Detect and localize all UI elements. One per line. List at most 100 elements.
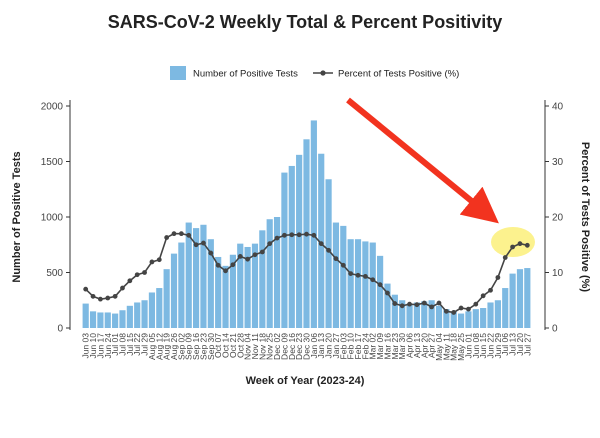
- bar: [229, 254, 236, 328]
- bar: [141, 300, 148, 328]
- bar: [428, 300, 435, 328]
- annotation-arrow: [346, 97, 499, 224]
- bar: [377, 255, 384, 328]
- x-tick-label: Dec 23: [294, 333, 304, 360]
- x-tick-label: May 11: [441, 333, 451, 361]
- bar: [215, 256, 222, 328]
- bar: [237, 243, 244, 328]
- x-tick-label: Mar 16: [382, 333, 392, 360]
- x-tick-label: Jun 15: [478, 333, 488, 359]
- bar: [244, 246, 251, 328]
- point: [510, 244, 515, 250]
- bar: [192, 228, 200, 328]
- plot-area: [82, 120, 531, 329]
- x-tick-label: Nov 18: [257, 333, 267, 360]
- point: [156, 257, 162, 263]
- bar: [126, 305, 133, 328]
- bar: [97, 312, 104, 328]
- x-tick-label: Sep 16: [191, 333, 201, 360]
- point: [208, 250, 214, 256]
- y2-tick-label: 0: [552, 324, 558, 335]
- bar: [406, 303, 413, 328]
- x-tick-label: May 18: [449, 333, 459, 361]
- point: [142, 270, 147, 275]
- bar: [450, 311, 457, 328]
- point: [274, 235, 280, 241]
- point: [488, 287, 493, 293]
- bar: [259, 230, 266, 328]
- point: [377, 282, 383, 288]
- x-tick-label: Aug 26: [169, 333, 179, 360]
- bar: [325, 179, 332, 328]
- point: [517, 241, 523, 247]
- x-tick-label: Jun 08: [471, 333, 481, 359]
- x-tick-label: Oct 21: [228, 333, 238, 358]
- point: [230, 262, 236, 268]
- x-tick-label: Aug 05: [147, 333, 157, 360]
- x-tick-label: Jun 10: [88, 333, 98, 359]
- x-tick-label: Nov 04: [243, 333, 253, 360]
- y2-tick-label: 30: [552, 157, 564, 168]
- bar: [148, 292, 156, 328]
- x-tick-label: Oct 28: [235, 333, 245, 358]
- bar: [200, 224, 207, 328]
- x-tick-label: Jan 27: [331, 333, 341, 359]
- point: [362, 273, 368, 279]
- bar: [480, 308, 487, 328]
- bar: [170, 253, 178, 328]
- point: [98, 296, 103, 302]
- bar: [465, 311, 472, 328]
- chart-title: SARS-CoV-2 Weekly Total & Percent Positi…: [108, 12, 502, 32]
- bar: [413, 302, 421, 328]
- y-tick-label: 0: [57, 324, 63, 335]
- point: [473, 301, 479, 307]
- point: [436, 300, 442, 306]
- x-tick-label: Jul 06: [500, 333, 510, 356]
- point: [304, 231, 309, 237]
- point: [502, 255, 508, 260]
- point: [370, 277, 376, 283]
- point: [193, 242, 199, 248]
- point: [355, 272, 361, 278]
- point: [267, 241, 273, 247]
- point: [443, 308, 449, 314]
- y2-axis-title: Percent of Tests Positive (%): [579, 142, 591, 293]
- x-tick-label: Dec 30: [302, 333, 312, 360]
- bar: [89, 311, 97, 328]
- x-tick-label: Jan 13: [316, 333, 326, 359]
- bar: [82, 303, 89, 328]
- point: [451, 310, 457, 315]
- point: [186, 232, 192, 238]
- point: [318, 241, 324, 247]
- bar: [288, 165, 295, 328]
- x-tick-label: Apr 13: [412, 333, 422, 358]
- bar: [318, 153, 325, 328]
- x-tick-label: Oct 14: [221, 333, 231, 358]
- highlight: [491, 227, 535, 257]
- point: [458, 305, 464, 311]
- legend-swatch-dot: [320, 70, 326, 76]
- point: [524, 242, 530, 248]
- bar: [273, 217, 281, 328]
- point: [399, 303, 405, 309]
- x-tick-label: Jul 01: [110, 333, 120, 356]
- x-tick-label: Sep 09: [184, 333, 194, 360]
- bar: [310, 120, 317, 329]
- x-tick-label: Apr 27: [427, 333, 437, 358]
- bar: [354, 239, 362, 328]
- point: [311, 232, 317, 238]
- x-tick-label: Jul 13: [508, 333, 518, 356]
- bar: [185, 222, 192, 328]
- point: [112, 293, 118, 299]
- point: [178, 231, 184, 237]
- bar: [502, 288, 509, 328]
- bar: [156, 288, 163, 328]
- x-tick-label: Jun 01: [463, 333, 473, 359]
- legend: Number of Positive Tests Percent of Tests…: [170, 66, 459, 80]
- point: [120, 285, 125, 291]
- point: [105, 295, 111, 301]
- point: [466, 306, 471, 312]
- bar: [457, 313, 465, 328]
- legend-swatch: [170, 66, 186, 80]
